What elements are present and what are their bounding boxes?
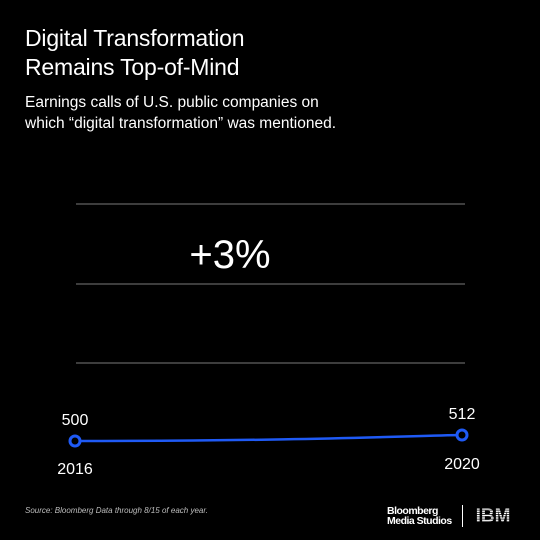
x-tick-label-2016: 2016	[57, 461, 93, 478]
series-line	[74, 433, 463, 443]
source-note: Source: Bloomberg Data through 8/15 of e…	[25, 506, 208, 515]
logo-line-1: Bloomberg	[387, 505, 438, 517]
ibm-logo-text: IBM	[476, 506, 511, 524]
x-tick-label-2020: 2020	[444, 456, 480, 473]
series-marks: 500 2016 512 2020	[57, 406, 480, 478]
logo-divider	[462, 505, 463, 527]
value-label-2020: 512	[449, 406, 476, 423]
data-point-2020	[455, 428, 469, 442]
value-label-2016: 500	[62, 412, 89, 429]
chart-title: Digital Transformation Remains Top-of-Mi…	[25, 24, 245, 82]
percent-change-callout: +3%	[189, 233, 270, 277]
gridlines	[76, 203, 465, 364]
logo-line-2: Media Studios	[387, 515, 452, 527]
ibm-logo: IBM	[476, 506, 511, 524]
chart-subtitle: Earnings calls of U.S. public companies …	[25, 92, 336, 134]
title-line-1: Digital Transformation	[25, 25, 245, 51]
data-point-2016	[68, 434, 82, 448]
title-line-2: Remains Top-of-Mind	[25, 54, 240, 80]
bloomberg-media-studios-logo: Bloomberg Media Studios	[387, 505, 452, 527]
subtitle-line-1: Earnings calls of U.S. public companies …	[25, 94, 319, 111]
subtitle-line-2: which “digital transformation” was menti…	[25, 115, 336, 132]
